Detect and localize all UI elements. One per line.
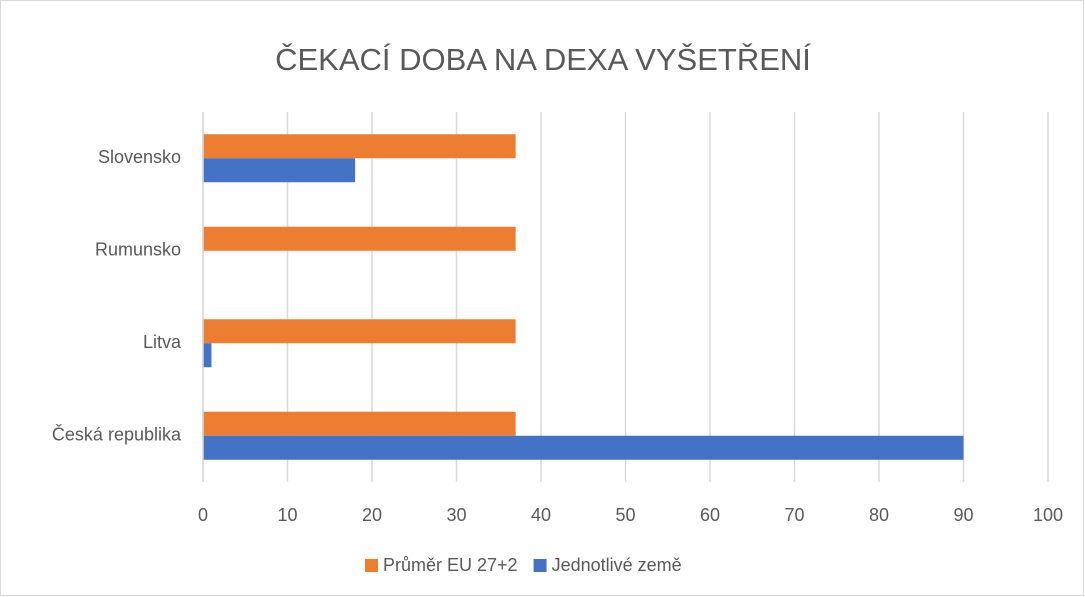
bar xyxy=(203,435,964,460)
chart-title: ČEKACÍ DOBA NA DEXA VYŠETŘENÍ xyxy=(275,42,811,77)
bar xyxy=(203,411,516,436)
bar xyxy=(203,226,516,251)
legend-swatch xyxy=(365,559,378,572)
x-tick-label: 50 xyxy=(615,505,635,525)
x-tick-label: 80 xyxy=(869,505,889,525)
bar xyxy=(203,158,356,183)
x-tick-label: 70 xyxy=(784,505,804,525)
y-tick-label: Česká republika xyxy=(52,424,182,445)
x-tick-label: 30 xyxy=(446,505,466,525)
x-tick-label: 10 xyxy=(277,505,297,525)
y-tick-label: Litva xyxy=(143,332,182,352)
x-tick-label: 100 xyxy=(1033,505,1063,525)
x-tick-label: 90 xyxy=(953,505,973,525)
x-tick-label: 0 xyxy=(198,505,208,525)
x-tick-label: 60 xyxy=(700,505,720,525)
legend-swatch xyxy=(533,559,547,572)
y-tick-label: Rumunsko xyxy=(95,240,181,260)
legend-label: Jednotlivé země xyxy=(552,555,682,575)
x-tick-label: 40 xyxy=(531,505,551,525)
legend-label: Průměr EU 27+2 xyxy=(383,555,518,575)
x-tick-label: 20 xyxy=(362,505,382,525)
bar xyxy=(203,319,516,344)
bar xyxy=(203,343,212,368)
bar xyxy=(203,134,516,159)
y-tick-label: Slovensko xyxy=(98,147,181,167)
